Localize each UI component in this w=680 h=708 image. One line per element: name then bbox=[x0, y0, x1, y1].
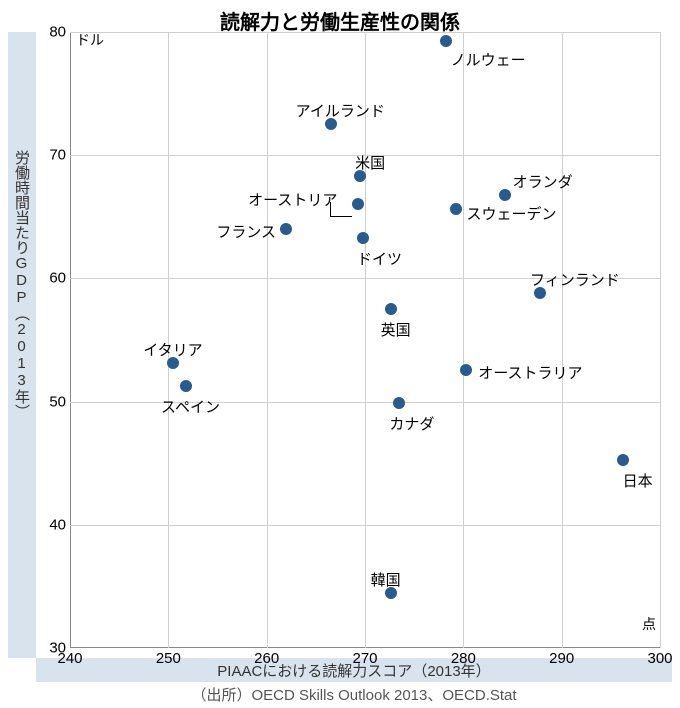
data-point-label: フランス bbox=[216, 221, 276, 242]
data-point-label: 英国 bbox=[381, 319, 411, 340]
leader-line bbox=[330, 216, 352, 217]
x-unit-label: 点 bbox=[642, 614, 656, 634]
y-unit-label: ドル bbox=[76, 30, 104, 50]
data-point-label: 米国 bbox=[355, 152, 385, 173]
x-tick-label: 260 bbox=[254, 650, 279, 667]
x-tick-label: 280 bbox=[451, 650, 476, 667]
data-point bbox=[440, 35, 452, 47]
axis-line-y bbox=[70, 32, 71, 648]
data-point-label: オランダ bbox=[513, 171, 573, 192]
data-point-label: 韓国 bbox=[371, 569, 401, 590]
grid-line-v bbox=[365, 32, 366, 648]
grid-line-v bbox=[267, 32, 268, 648]
data-point bbox=[450, 203, 462, 215]
data-point-label: ノルウェー bbox=[451, 49, 526, 70]
grid-line-h bbox=[70, 402, 660, 403]
data-point bbox=[499, 189, 511, 201]
data-point-label: フィンランド bbox=[530, 269, 620, 290]
chart-container: 読解力と労働生産性の関係 労働時間当たりGDP（2013年） PIAACにおける… bbox=[0, 0, 680, 708]
data-point-label: スペイン bbox=[161, 396, 220, 417]
data-point bbox=[357, 232, 369, 244]
leader-line bbox=[330, 202, 331, 216]
data-point-label: オーストリア bbox=[248, 189, 337, 210]
x-tick-label: 290 bbox=[549, 650, 574, 667]
data-point-label: 日本 bbox=[623, 470, 653, 491]
data-point bbox=[460, 364, 472, 376]
y-tick-label: 50 bbox=[36, 393, 66, 410]
x-tick-label: 250 bbox=[156, 650, 181, 667]
data-point bbox=[352, 198, 364, 210]
data-point bbox=[280, 223, 292, 235]
y-tick-label: 70 bbox=[36, 147, 66, 164]
grid-line-h bbox=[70, 525, 660, 526]
plot-area: ノルウェーアイルランド米国オランダオーストリアスウェーデンフランスドイツフィンラ… bbox=[70, 32, 660, 648]
y-tick-label: 80 bbox=[36, 24, 66, 41]
y-axis-label: 労働時間当たりGDP（2013年） bbox=[12, 150, 30, 419]
data-point-label: スウェーデン bbox=[466, 203, 556, 224]
x-tick-label: 240 bbox=[57, 650, 82, 667]
x-tick-label: 270 bbox=[352, 650, 377, 667]
data-point-label: オーストラリア bbox=[478, 362, 582, 383]
data-point-label: カナダ bbox=[389, 413, 434, 434]
data-point-label: イタリア bbox=[143, 339, 202, 360]
data-point-label: アイルランド bbox=[296, 100, 385, 121]
grid-line-h bbox=[70, 32, 660, 33]
grid-line-v bbox=[562, 32, 563, 648]
data-point bbox=[385, 303, 397, 315]
y-tick-label: 40 bbox=[36, 516, 66, 533]
data-point bbox=[180, 380, 192, 392]
data-point bbox=[393, 397, 405, 409]
x-tick-label: 300 bbox=[647, 650, 672, 667]
data-point bbox=[617, 454, 629, 466]
y-tick-label: 60 bbox=[36, 270, 66, 287]
grid-line-v bbox=[660, 32, 661, 648]
chart-source: （出所）OECD Skills Outlook 2013、OECD.Stat bbox=[36, 684, 672, 705]
data-point-label: ドイツ bbox=[357, 248, 402, 269]
grid-line-v bbox=[463, 32, 464, 648]
